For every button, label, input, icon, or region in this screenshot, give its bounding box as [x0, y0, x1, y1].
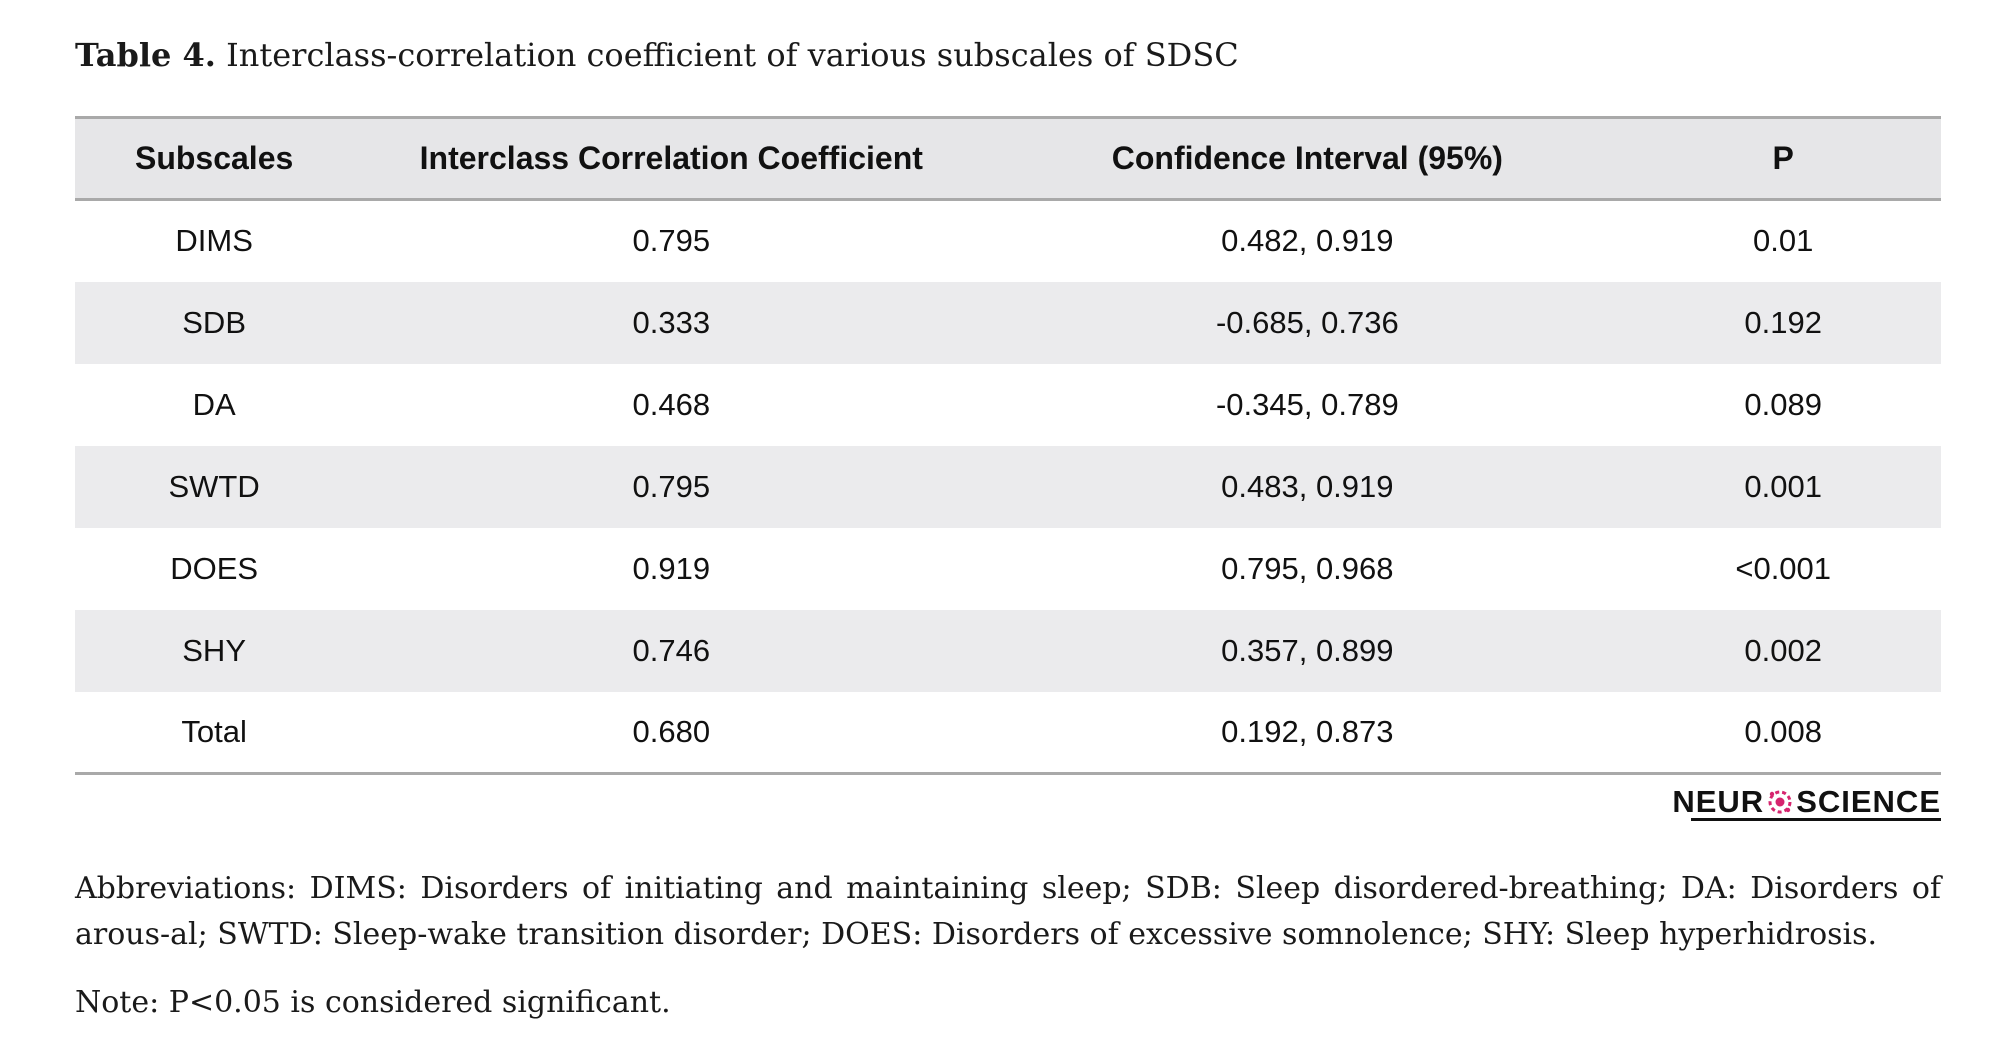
table-caption-text: Interclass-correlation coefficient of va…: [215, 36, 1239, 74]
table-row: Total 0.680 0.192, 0.873 0.008: [75, 691, 1941, 775]
cell-icc: 0.795: [632, 223, 711, 259]
neuroscience-logo: NEUR SCIENCE: [1672, 784, 1941, 820]
cell-subscale: SWTD: [168, 468, 260, 504]
cell-ci: -0.685, 0.736: [1215, 304, 1399, 340]
cell-icc: 0.919: [632, 550, 711, 586]
cell-icc: 0.746: [632, 632, 711, 668]
abbreviations-footnote: Abbreviations: DIMS: Disorders of initia…: [75, 871, 1941, 952]
table-row: DA 0.468 -0.345, 0.789 0.089: [75, 364, 1941, 446]
cell-subscale: Total: [75, 691, 354, 775]
cell-p: 0.01: [1753, 223, 1814, 259]
neuron-icon: [1768, 790, 1792, 814]
header-p: P: [1625, 116, 1941, 201]
logo-text-right: SCIENCE: [1796, 784, 1941, 819]
cell-ci: 0.357, 0.899: [1221, 632, 1394, 668]
significance-note: Note: P<0.05 is considered significant.: [75, 985, 671, 1020]
cell-icc: 0.468: [632, 386, 711, 422]
cell-ci: -0.345, 0.789: [1215, 386, 1399, 422]
table-row: DIMS 0.795 0.482, 0.919 0.01: [75, 200, 1941, 282]
header-icc: Interclass Correlation Coefficient: [353, 116, 990, 201]
cell-p: 0.002: [1744, 632, 1822, 668]
logo-text-left: NEUR: [1672, 784, 1765, 819]
cell-subscale: DOES: [170, 550, 259, 586]
table-row: DOES 0.919 0.795, 0.968 <0.001: [75, 528, 1941, 610]
cell-subscale: SDB: [182, 304, 246, 340]
cell-subscale: DA: [192, 386, 236, 422]
cell-icc: 0.333: [632, 304, 711, 340]
cell-p: 0.192: [1744, 304, 1822, 340]
cell-ci: 0.192, 0.873: [989, 691, 1626, 775]
cell-icc: 0.680: [353, 691, 990, 775]
table-header-row: Subscales Interclass Correlation Coeffic…: [75, 116, 1941, 201]
table-caption: Table 4. Interclass-correlation coeffici…: [75, 36, 1239, 74]
cell-p: <0.001: [1735, 550, 1832, 586]
table-row: SHY 0.746 0.357, 0.899 0.002: [75, 609, 1941, 692]
header-subscales: Subscales: [75, 116, 354, 201]
cell-ci: 0.483, 0.919: [1221, 468, 1394, 504]
table-row: SWTD 0.795 0.483, 0.919 0.001: [75, 445, 1941, 528]
cell-subscale: SHY: [182, 632, 246, 668]
icc-table: Subscales Interclass Correlation Coeffic…: [75, 116, 1941, 775]
table-row: SDB 0.333 -0.685, 0.736 0.192: [75, 281, 1941, 364]
cell-icc: 0.795: [632, 468, 711, 504]
header-confidence-interval: Confidence Interval (95%): [989, 116, 1626, 201]
cell-p: 0.008: [1625, 691, 1941, 775]
cell-p: 0.089: [1744, 386, 1822, 422]
cell-subscale: DIMS: [175, 223, 253, 259]
logo-underline: [1691, 818, 1941, 821]
table-caption-label: Table 4.: [75, 36, 216, 74]
cell-p: 0.001: [1744, 468, 1822, 504]
cell-ci: 0.795, 0.968: [1221, 550, 1394, 586]
cell-ci: 0.482, 0.919: [1221, 223, 1394, 259]
